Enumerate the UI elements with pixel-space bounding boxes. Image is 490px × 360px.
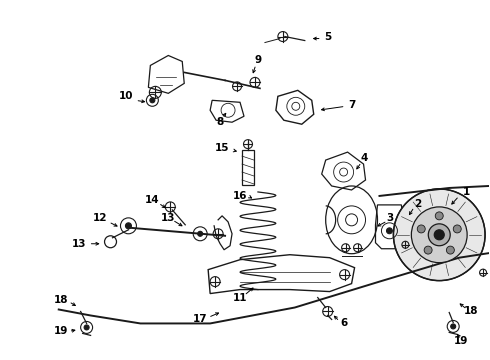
Text: 7: 7 <box>348 100 355 110</box>
Circle shape <box>197 231 203 236</box>
Circle shape <box>125 223 131 229</box>
Text: 2: 2 <box>414 199 421 209</box>
Circle shape <box>150 98 155 103</box>
Circle shape <box>435 212 443 220</box>
Text: 17: 17 <box>193 314 207 324</box>
Text: 19: 19 <box>454 336 468 346</box>
Circle shape <box>453 225 461 233</box>
Circle shape <box>434 230 444 240</box>
Text: 14: 14 <box>145 195 160 205</box>
Circle shape <box>84 325 89 330</box>
Text: 19: 19 <box>53 327 68 336</box>
Text: 1: 1 <box>463 187 470 197</box>
Text: 4: 4 <box>361 153 368 163</box>
Circle shape <box>412 207 467 263</box>
Circle shape <box>451 324 456 329</box>
Text: 3: 3 <box>386 213 393 223</box>
Circle shape <box>417 225 425 233</box>
Text: 11: 11 <box>233 293 247 302</box>
Text: 12: 12 <box>93 213 108 223</box>
Text: 16: 16 <box>233 191 247 201</box>
Text: 5: 5 <box>324 32 331 41</box>
Circle shape <box>387 228 392 234</box>
Text: 15: 15 <box>215 143 229 153</box>
Circle shape <box>446 246 454 254</box>
Text: 10: 10 <box>119 91 134 101</box>
Circle shape <box>428 224 450 246</box>
Circle shape <box>424 246 432 254</box>
Text: 9: 9 <box>254 55 262 66</box>
Text: 13: 13 <box>72 239 86 249</box>
Text: 18: 18 <box>464 306 478 316</box>
Text: 18: 18 <box>53 294 68 305</box>
Text: 13: 13 <box>161 213 175 223</box>
Bar <box>242 150 254 185</box>
Text: 6: 6 <box>340 319 347 328</box>
Circle shape <box>393 189 485 280</box>
Text: 8: 8 <box>217 117 224 127</box>
